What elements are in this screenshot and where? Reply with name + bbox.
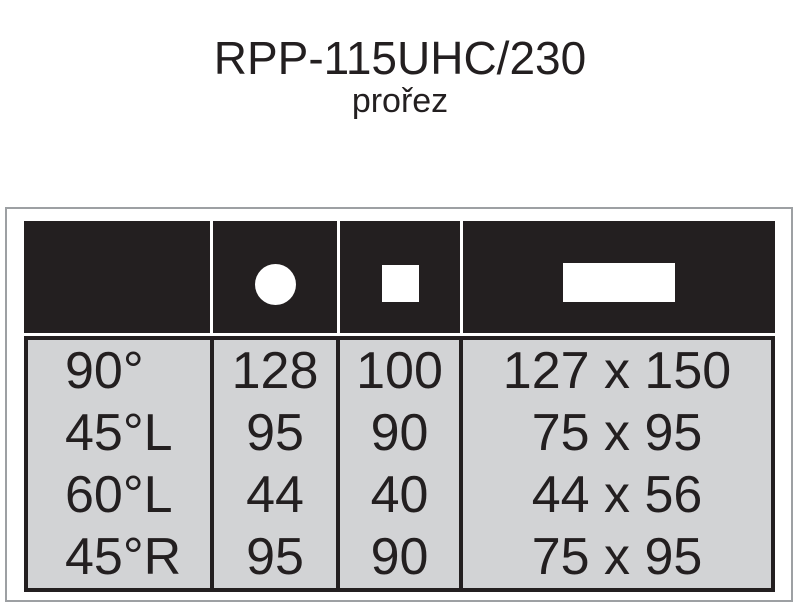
table-cell-angle: 45°R: [65, 528, 182, 586]
cutting-capacity-table: 90° 45°L 60°L 45°R 128 95 44 95 100 90 4…: [24, 221, 775, 592]
column-square-stock: 100 90 40 90: [340, 340, 459, 588]
column-divider: [210, 340, 214, 588]
circle-icon: [254, 263, 296, 305]
blank-header-cell: [24, 221, 210, 333]
rectangular-stock-header-cell: [463, 221, 775, 333]
table-cell-round: 95: [246, 404, 304, 462]
column-miter-angle: 90° 45°L 60°L 45°R: [28, 340, 210, 588]
column-divider: [336, 340, 340, 588]
table-cell-angle: 45°L: [65, 404, 173, 462]
table-cell-square: 40: [370, 466, 429, 524]
table-cell-round: 44: [246, 466, 304, 524]
header-body-divider: [24, 333, 775, 336]
table-body: 90° 45°L 60°L 45°R 128 95 44 95 100 90 4…: [24, 336, 775, 592]
table-cell-square: 90: [370, 528, 429, 586]
page-subtitle: prořez: [351, 82, 449, 120]
table-cell-rectangular: 75 x 95: [531, 404, 703, 462]
column-rectangular-stock: 127 x 150 75 x 95 44 x 56 75 x 95: [463, 340, 771, 588]
table-cell-square: 90: [370, 404, 429, 462]
table-cell-angle: 90°: [65, 342, 144, 400]
column-divider: [459, 340, 463, 588]
table-cell-rectangular: 44 x 56: [531, 466, 703, 524]
column-round-stock: 128 95 44 95: [214, 340, 336, 588]
capacity-table-frame: 90° 45°L 60°L 45°R 128 95 44 95 100 90 4…: [5, 207, 793, 602]
rectangle-icon: [563, 262, 675, 302]
table-cell-round: 95: [246, 528, 304, 586]
table-cell-angle: 60°L: [65, 466, 173, 524]
table-cell-rectangular: 127 x 150: [502, 342, 732, 400]
table-header-row: [24, 221, 775, 333]
square-icon: [381, 264, 419, 302]
table-cell-rectangular: 75 x 95: [531, 528, 703, 586]
table-cell-square: 100: [356, 342, 443, 400]
table-cell-round: 128: [231, 342, 319, 400]
page-title: RPP-115UHC/230: [213, 32, 587, 84]
square-stock-header-cell: [340, 221, 460, 333]
round-stock-header-cell: [213, 221, 337, 333]
